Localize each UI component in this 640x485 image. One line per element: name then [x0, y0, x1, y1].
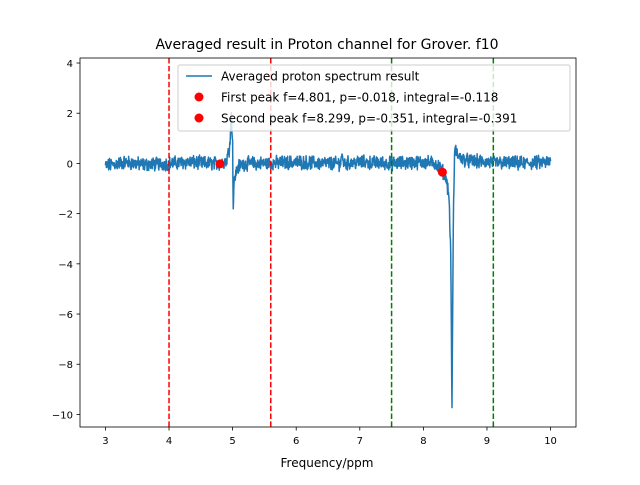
x-tick-label-3: 6 — [293, 436, 299, 447]
series-line-0 — [104, 111, 552, 409]
legend-label-2: Second peak f=8.299, p=-0.351, integral=… — [221, 112, 517, 126]
legend-box — [177, 64, 571, 132]
legend-label-1: First peak f=4.801, p=-0.018, integral=-… — [221, 91, 498, 105]
legend-label-0: Averaged proton spectrum result — [221, 70, 420, 84]
y-tick-label-1: 2 — [67, 109, 73, 120]
plot-frame — [79, 57, 577, 428]
y-tick-label-3: −2 — [58, 210, 73, 221]
y-tick-label-5: −6 — [58, 310, 73, 321]
x-axis-label: Frequency/ppm — [281, 456, 374, 470]
legend: Averaged proton spectrum result First pea… — [177, 64, 571, 132]
y-tick-label-4: −4 — [58, 260, 73, 271]
legend-swatch-2 — [194, 113, 204, 123]
x-tick-label-2: 5 — [229, 436, 235, 447]
x-tick-label-1: 4 — [166, 436, 172, 447]
x-tick-label-6: 9 — [484, 436, 490, 447]
x-tick-label-5: 8 — [420, 436, 426, 447]
x-tick-label-4: 7 — [357, 436, 363, 447]
y-tick-label-2: 0 — [67, 159, 73, 170]
legend-swatch-1 — [194, 92, 204, 102]
chart-title: Averaged result in Proton channel for Gr… — [155, 37, 498, 53]
x-tick-label-0: 3 — [102, 436, 108, 447]
y-tick-label-6: −8 — [58, 360, 73, 371]
peak-marker-2 — [437, 167, 447, 177]
x-tick-label-7: 10 — [544, 436, 557, 447]
y-tick-label-0: 4 — [67, 59, 73, 70]
peak-marker-1 — [215, 159, 225, 169]
y-tick-label-7: −10 — [52, 410, 73, 421]
